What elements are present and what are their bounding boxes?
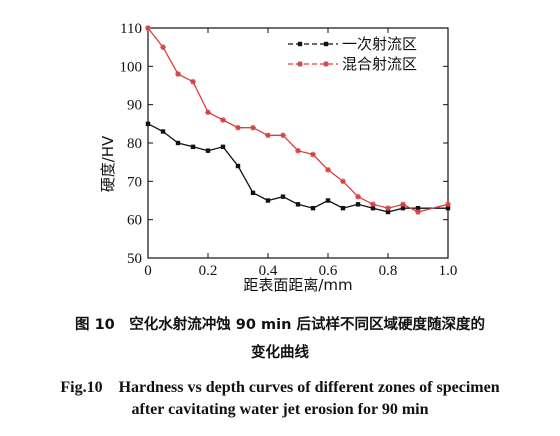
series-1-point (370, 205, 376, 211)
series-1-point (220, 144, 226, 150)
series-2-point (400, 201, 406, 208)
series-1-point (250, 190, 256, 196)
series-1-point (340, 205, 346, 211)
series-2-point (355, 193, 361, 200)
x-tick-label: 0.6 (319, 263, 338, 279)
x-axis-label: 距表面距离/mm (243, 276, 352, 294)
series-1-point (160, 129, 166, 134)
series-2-point (235, 124, 241, 131)
series-1-point (445, 205, 451, 211)
y-axis-label: 硬度/HV (99, 135, 117, 192)
series-2-point (280, 132, 286, 139)
y-tick-label: 70 (127, 174, 142, 190)
series-1-point (145, 121, 151, 127)
series-1-point (205, 148, 211, 153)
series-1-point (400, 205, 406, 211)
x-tick-label: 0.2 (199, 263, 218, 279)
legend-marker-2 (323, 61, 329, 67)
y-tick-label: 90 (127, 98, 142, 114)
series-1-point (295, 202, 301, 207)
legend-marker-2 (297, 61, 303, 67)
legend-label-2: 混合射流区 (342, 55, 417, 73)
caption-cn-line2: 变化曲线 (251, 345, 309, 361)
x-tick-label: 1.0 (439, 263, 458, 279)
series-1-point (265, 198, 271, 203)
series-1-point (280, 194, 286, 199)
y-tick-label: 100 (120, 59, 143, 75)
series-2-point (205, 109, 211, 116)
caption-en-line1: Fig.10 Hardness vs depth curves of diffe… (60, 379, 500, 396)
series-1-point (355, 202, 361, 207)
series-1-point (235, 163, 241, 169)
hardness-chart: 0 0.2 0.4 0.6 0.8 1.0 50 60 70 80 90 100 110 一次射流区混合… (99, 21, 458, 294)
x-tick-label: 0 (144, 263, 152, 279)
series-2-point (265, 132, 271, 139)
series-2-point (175, 71, 181, 77)
y-tick-label: 110 (120, 21, 142, 37)
series-1-point (325, 198, 331, 203)
series-2-point (340, 178, 346, 185)
x-tick-label: 0.8 (379, 263, 398, 279)
series-2-point (370, 201, 376, 208)
series-2-point (220, 117, 226, 123)
series-2-point (310, 151, 316, 158)
series-2-point (445, 201, 451, 208)
series-2-point (145, 25, 151, 31)
series-1-point (190, 144, 196, 150)
series-2-point (160, 44, 166, 50)
legend-marker-1 (323, 41, 329, 47)
series-2-point (295, 147, 301, 154)
series-1-point (175, 140, 181, 146)
series-1-point (415, 205, 421, 211)
legend-marker-1 (297, 41, 303, 47)
series-1-point (310, 205, 316, 211)
series-2-point (250, 124, 256, 131)
series-2-point (190, 78, 196, 85)
series-2-point (415, 209, 421, 215)
series-2-point (385, 205, 391, 211)
series-2-point (325, 167, 331, 173)
y-tick-label: 80 (127, 136, 142, 152)
legend-label-1: 一次射流区 (342, 35, 417, 53)
y-tick-label: 60 (127, 213, 142, 229)
caption-cn-line1: 图 10 空化水射流冲蚀 90 min 后试样不同区域硬度随深度的 (75, 317, 485, 333)
series-1-point (385, 209, 391, 215)
x-tick-label: 0.4 (259, 263, 278, 279)
y-tick-label: 50 (127, 251, 142, 267)
series-line-1 (147, 123, 448, 213)
caption-en-line2: after cavitating water jet erosion for 9… (131, 401, 429, 418)
